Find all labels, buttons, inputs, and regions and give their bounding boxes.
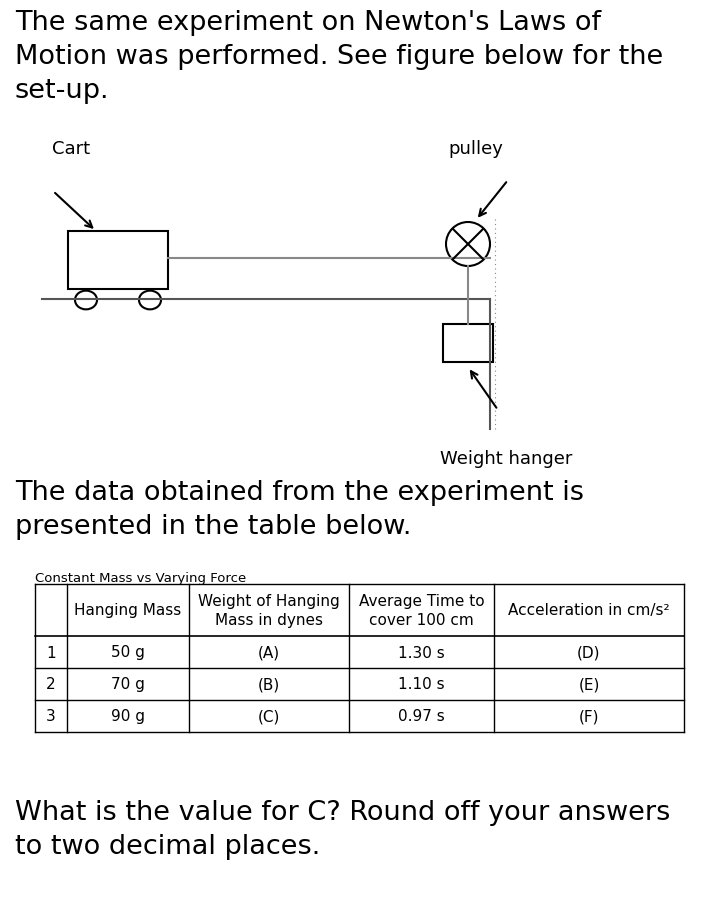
- Text: pulley: pulley: [448, 140, 503, 158]
- Text: 70 g: 70 g: [111, 676, 145, 692]
- Text: 1.30 s: 1.30 s: [398, 645, 445, 660]
- Text: (E): (E): [578, 676, 600, 692]
- Text: What is the value for C? Round off your answers
to two decimal places.: What is the value for C? Round off your …: [15, 800, 670, 859]
- Text: The data obtained from the experiment is
presented in the table below.: The data obtained from the experiment is…: [15, 480, 584, 539]
- Text: Average Time to
cover 100 cm: Average Time to cover 100 cm: [359, 594, 485, 627]
- Bar: [443, 324, 493, 363]
- Text: (F): (F): [579, 709, 599, 724]
- Bar: [68, 232, 168, 289]
- Text: Weight hanger: Weight hanger: [440, 449, 572, 468]
- Text: Constant Mass vs Varying Force: Constant Mass vs Varying Force: [35, 572, 246, 584]
- Text: 90 g: 90 g: [111, 709, 145, 724]
- Text: (A): (A): [258, 645, 280, 660]
- Text: 50 g: 50 g: [111, 645, 145, 660]
- Text: (B): (B): [258, 676, 280, 692]
- Text: Acceleration in cm/s²: Acceleration in cm/s²: [508, 603, 670, 618]
- Text: 2: 2: [46, 676, 56, 692]
- Text: 1.10 s: 1.10 s: [398, 676, 445, 692]
- Text: 1: 1: [46, 645, 56, 660]
- Text: The same experiment on Newton's Laws of
Motion was performed. See figure below f: The same experiment on Newton's Laws of …: [15, 10, 663, 104]
- Text: (C): (C): [258, 709, 280, 724]
- Text: (D): (D): [577, 645, 600, 660]
- Text: Weight of Hanging
Mass in dynes: Weight of Hanging Mass in dynes: [198, 594, 340, 627]
- Text: Hanging Mass: Hanging Mass: [74, 603, 181, 618]
- Text: 0.97 s: 0.97 s: [398, 709, 445, 724]
- Text: 3: 3: [46, 709, 56, 724]
- Text: Cart: Cart: [52, 140, 90, 158]
